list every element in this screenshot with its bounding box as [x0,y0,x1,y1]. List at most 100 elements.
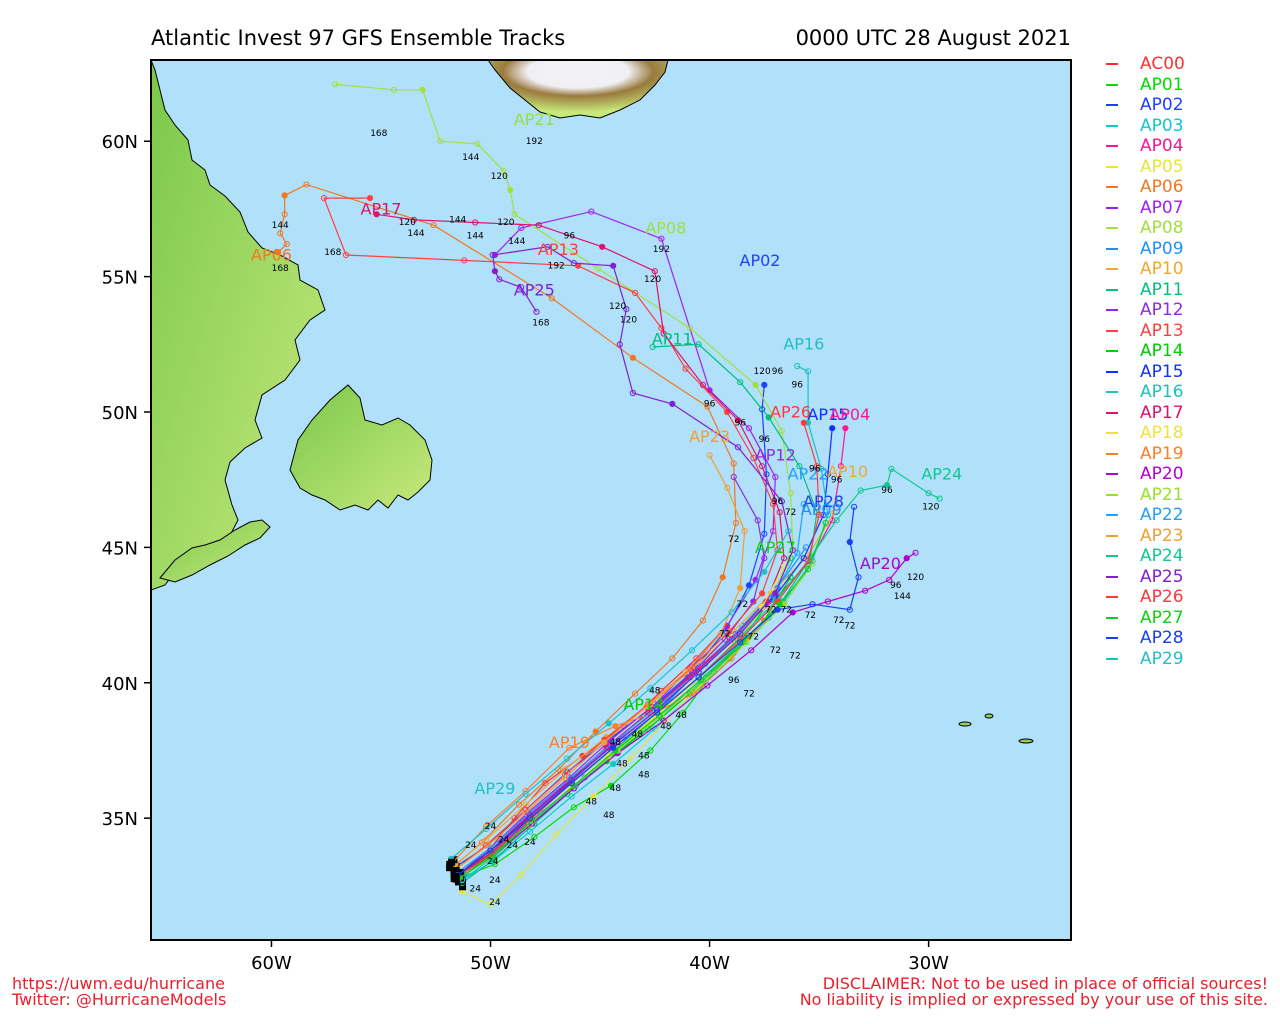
track-point [496,276,503,283]
start-marker [446,864,454,872]
legend-label: AP05 [1140,156,1184,177]
hour-label: 96 [564,232,576,242]
legend-label: AP07 [1140,197,1184,218]
legend-label: AP21 [1140,484,1184,505]
legend-swatch [1106,104,1118,107]
hour-label: 72 [844,622,855,632]
track-point [660,330,667,337]
legend-label: AP03 [1140,115,1184,136]
legend-entry: AP27 [1100,608,1270,629]
land-layer [151,60,1034,744]
track-point [515,801,523,808]
track-point [669,400,676,407]
track-point [699,381,707,388]
legend-swatch [1106,514,1118,517]
track-point [660,717,667,724]
legend-label: AP13 [1140,320,1184,341]
start-marker [452,873,460,881]
hour-label: 72 [737,600,748,610]
track-point [686,325,694,332]
track-point [800,501,807,508]
island [984,713,994,719]
hour-label: 24 [487,857,499,867]
track-label: AP09 [801,500,842,519]
track-point [594,265,602,272]
footer-twitter[interactable]: Twitter: @HurricaneModels [12,990,227,1009]
track-point [373,211,380,218]
y-tick-label: 35N [102,809,138,830]
track-point [724,484,731,491]
track-point [831,509,838,516]
track-line [450,530,789,860]
legend-entry: AP07 [1100,198,1270,219]
track-point [737,584,744,592]
legend-swatch [1106,268,1118,271]
track-label: AP27 [755,538,796,557]
track-point [487,847,494,854]
hour-label: 24 [489,876,501,886]
legend-swatch [1106,145,1118,148]
track-point [566,785,573,792]
start-marker [459,883,467,891]
track-point [277,230,284,237]
track-label: AP26 [770,402,811,421]
legend-entry: AP03 [1100,116,1270,137]
x-tick-label: 40W [689,953,730,974]
track-point [734,417,742,424]
hour-label: 120 [644,275,661,285]
legend: AC00 AP01 AP02 AP03 AP04 AP05 AP06 AP07 AP08 AP09… [1100,54,1270,669]
legend-entry: AP23 [1100,526,1270,547]
track-label: AP23 [689,427,730,446]
legend-swatch [1106,391,1118,394]
legend-label: AP02 [1140,95,1184,116]
track-label: AP02 [740,251,781,270]
hour-label: 144 [462,153,479,163]
track-point [796,463,803,470]
track-line [277,183,737,868]
axes: 60W 50W 40W 30W 35N 40N 45N 50N 55N 60N [102,132,950,974]
legend-swatch [1106,534,1118,537]
hour-label: 72 [748,632,759,642]
legend-swatch [1106,165,1118,168]
track-point [794,362,801,370]
y-tick-label: 55N [102,268,138,289]
track-point [780,555,788,562]
track-point [770,501,777,508]
track-point [478,839,485,846]
hour-label: 72 [789,651,800,661]
track-point [883,482,891,489]
island [1018,738,1034,744]
legend-swatch [1106,83,1118,86]
track-point [568,779,575,787]
track-point [824,511,832,519]
track-point [846,538,853,546]
ensemble-tracks [274,81,943,908]
footer-url[interactable]: https://uwm.edu/hurricane [12,974,225,993]
legend-label: AP14 [1140,341,1184,362]
track-label: AP14 [623,695,664,714]
track-point [610,760,617,768]
legend-entry: AP28 [1100,628,1270,649]
track-point [772,473,779,481]
track-point [761,381,768,388]
hour-label: 144 [272,221,289,231]
legend-entry: AP02 [1100,95,1270,116]
track-point [283,241,290,248]
track-point [391,86,398,93]
track-point [419,86,426,93]
legend-entry: AP15 [1100,362,1270,383]
track-point [281,192,288,199]
start-marker [448,858,456,866]
track-point [680,709,687,716]
track-point [601,739,608,746]
hour-label: 96 [772,367,784,377]
track-point [805,368,812,375]
track-point [522,809,529,816]
legend-swatch [1106,432,1118,435]
hour-label: 48 [610,784,622,794]
track-point [474,140,481,147]
legend-swatch [1106,124,1118,127]
track-point [647,747,654,754]
track-point [748,647,755,654]
